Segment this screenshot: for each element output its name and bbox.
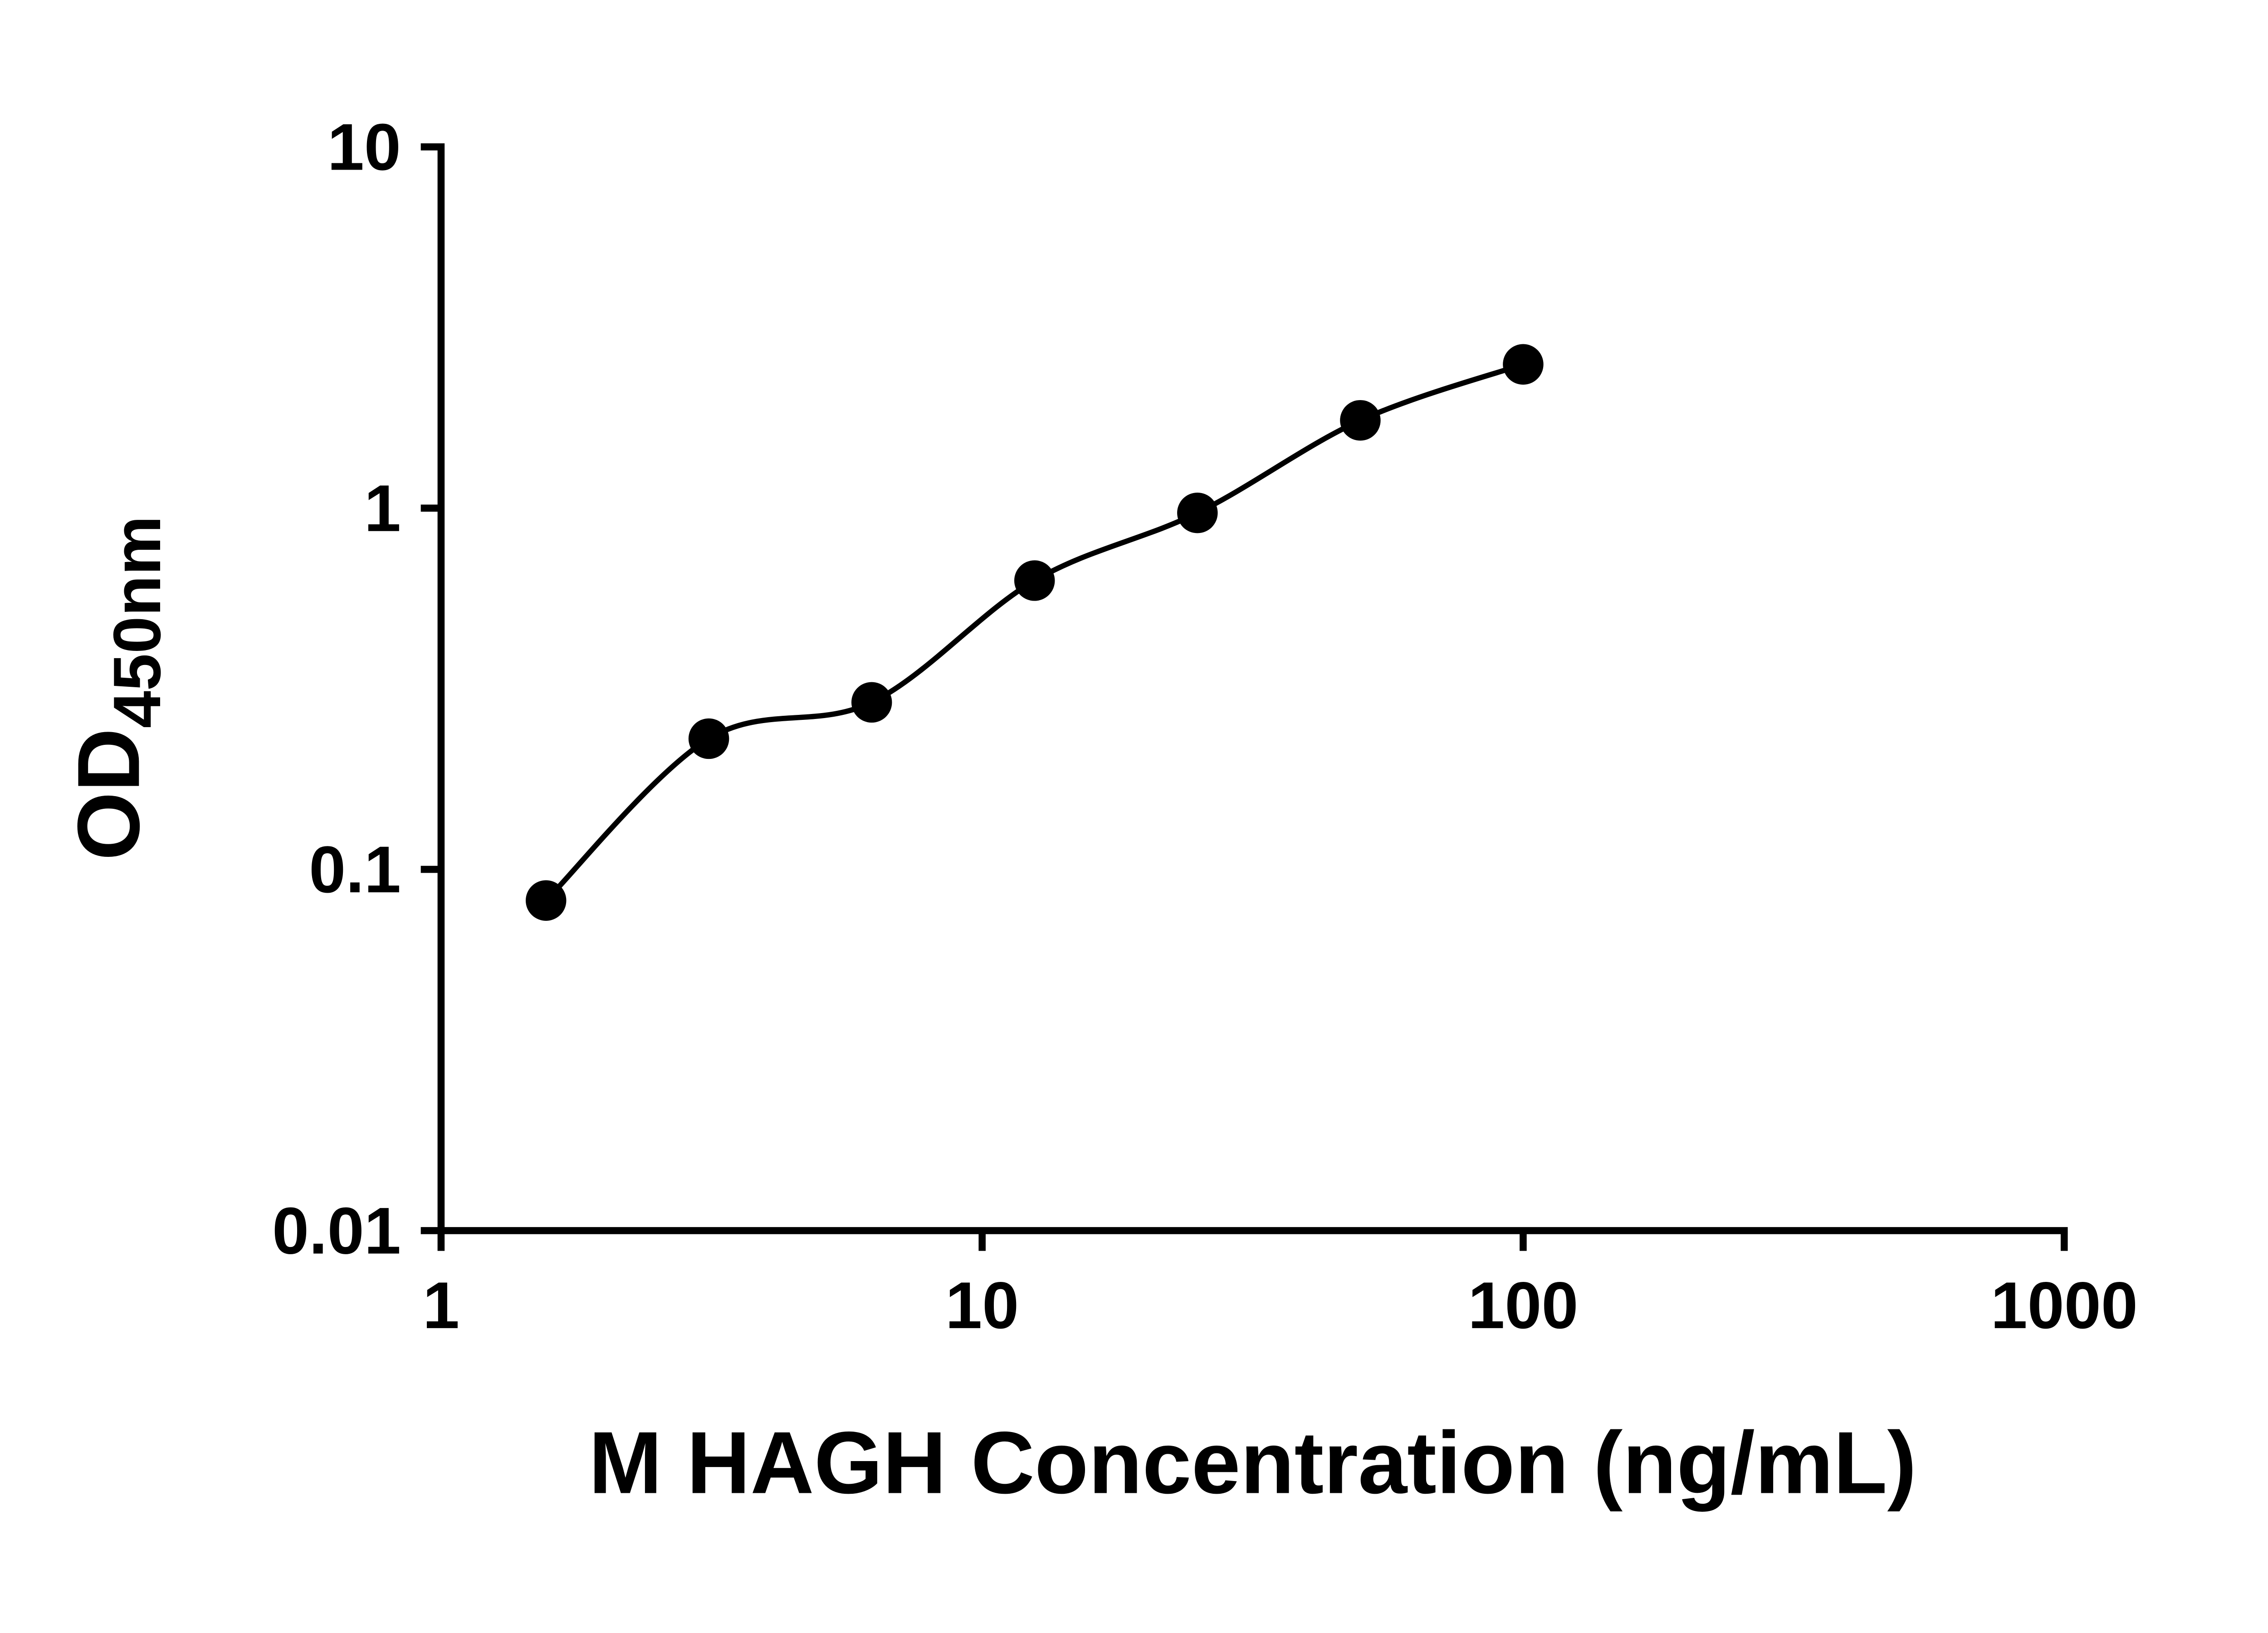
data-point-marker-2 <box>688 718 729 759</box>
data-point-marker-5 <box>1177 492 1218 533</box>
x-tick-label-10: 10 <box>945 1268 1019 1342</box>
y-tick-label-10: 10 <box>327 110 401 184</box>
data-point-marker-1 <box>525 880 567 921</box>
y-axis-title-main: OD <box>59 728 158 861</box>
data-point-marker-3 <box>851 682 892 723</box>
fit-curve-line <box>544 362 1524 903</box>
data-point-marker-6 <box>1340 400 1381 441</box>
y-tick-label-1: 1 <box>364 471 401 545</box>
axes-layer: 0.01 0.1 1 10 1 10 100 1000 <box>272 110 2138 1342</box>
axis-spines <box>437 143 2068 1234</box>
data-layer <box>525 344 1544 921</box>
x-tick-label-100: 100 <box>1468 1268 1578 1342</box>
y-tick-label-0.01: 0.01 <box>272 1194 401 1268</box>
standard-curve-chart: 0.01 0.1 1 10 1 10 100 1000 M HAGH Concentratio… <box>59 110 2138 1512</box>
data-point-marker-4 <box>1014 560 1055 601</box>
y-tick-label-0.1: 0.1 <box>309 832 401 906</box>
elisa-standard-curve-figure: 0.01 0.1 1 10 1 10 100 1000 M HAGH Concentratio… <box>59 110 2138 1512</box>
data-point-marker-7 <box>1503 344 1544 385</box>
x-tick-label-1000: 1000 <box>1991 1268 2138 1342</box>
y-axis-title: OD450nm <box>59 516 175 861</box>
y-axis-title-subscript: 450nm <box>100 516 175 728</box>
x-axis-title: M HAGH Concentration (ng/mL) <box>589 1414 1917 1512</box>
x-tick-label-1: 1 <box>423 1268 459 1342</box>
